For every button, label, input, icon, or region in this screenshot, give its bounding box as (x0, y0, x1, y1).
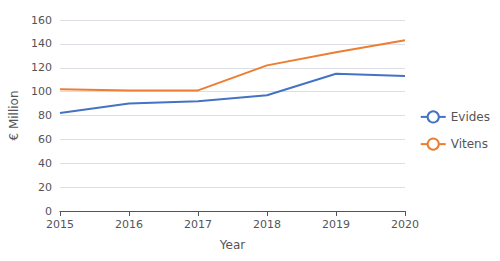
svg-text:€ Million: € Million (7, 90, 21, 140)
svg-text:40: 40 (38, 157, 52, 170)
svg-text:80: 80 (38, 109, 52, 122)
svg-text:2018: 2018 (253, 218, 281, 231)
svg-text:0: 0 (45, 205, 52, 218)
svg-text:2016: 2016 (115, 218, 143, 231)
svg-text:20: 20 (38, 181, 52, 194)
svg-text:140: 140 (31, 37, 52, 50)
svg-text:Evides: Evides (451, 110, 490, 124)
svg-text:Vitens: Vitens (451, 137, 488, 151)
svg-text:160: 160 (31, 14, 52, 27)
svg-text:60: 60 (38, 133, 52, 146)
svg-text:2015: 2015 (46, 218, 74, 231)
svg-text:100: 100 (31, 85, 52, 98)
svg-text:2017: 2017 (184, 218, 212, 231)
svg-text:2019: 2019 (322, 218, 350, 231)
svg-text:Year: Year (219, 238, 245, 252)
svg-text:2020: 2020 (391, 218, 419, 231)
svg-text:120: 120 (31, 61, 52, 74)
